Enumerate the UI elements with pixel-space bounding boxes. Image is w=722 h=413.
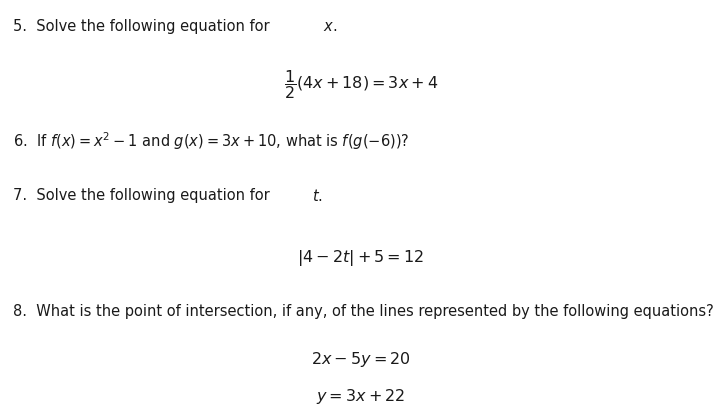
Text: 7.  Solve the following equation for: 7. Solve the following equation for	[13, 188, 274, 203]
Text: $t$.: $t$.	[312, 188, 323, 204]
Text: 6.  If $f(x) = x^2 - 1$ and $g(x) = 3x + 10$, what is $f(g(-6))$?: 6. If $f(x) = x^2 - 1$ and $g(x) = 3x + …	[13, 130, 409, 152]
Text: $\dfrac{1}{2}(4x + 18) = 3x + 4$: $\dfrac{1}{2}(4x + 18) = 3x + 4$	[284, 68, 438, 101]
Text: $2x - 5y = 20$: $2x - 5y = 20$	[311, 349, 411, 368]
Text: $y = 3x + 22$: $y = 3x + 22$	[316, 386, 406, 405]
Text: $x$.: $x$.	[323, 19, 338, 33]
Text: 5.  Solve the following equation for: 5. Solve the following equation for	[13, 19, 274, 33]
Text: 8.  What is the point of intersection, if any, of the lines represented by the f: 8. What is the point of intersection, if…	[13, 304, 714, 318]
Text: $|4 - 2t| + 5 = 12$: $|4 - 2t| + 5 = 12$	[297, 248, 425, 268]
